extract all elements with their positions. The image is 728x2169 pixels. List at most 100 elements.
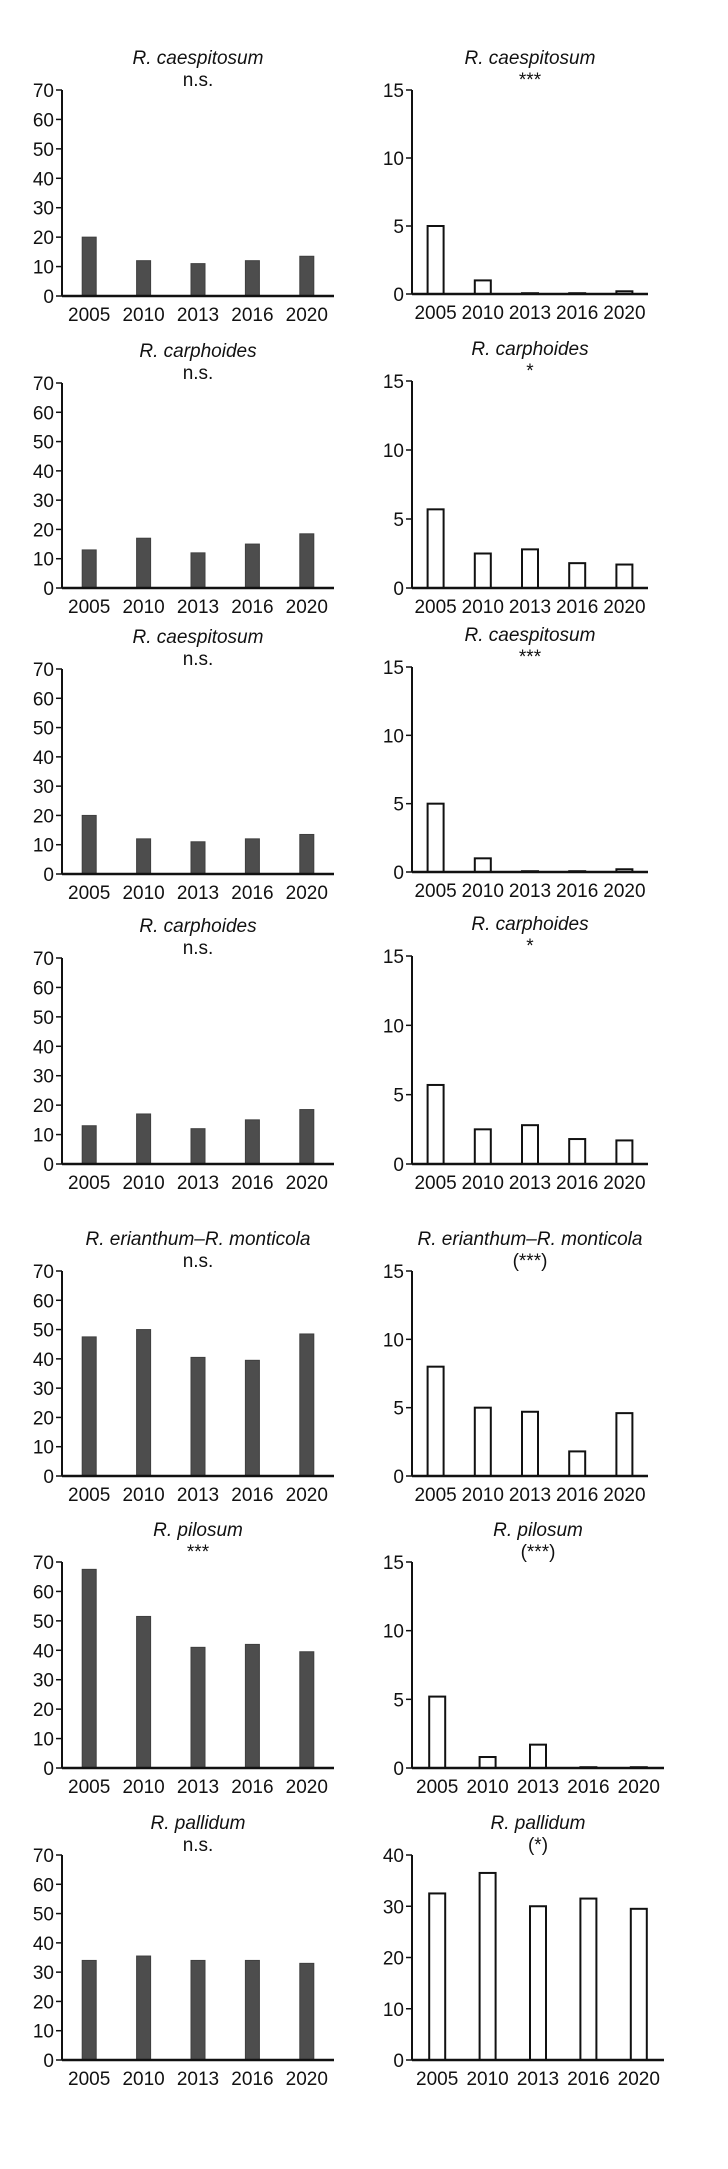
panel-14-x-tick-label: 2005: [416, 2069, 458, 2090]
panel-10-x-tick-label: 2010: [462, 1485, 504, 1506]
panel-8-x-tick-label: 2013: [509, 1173, 551, 1194]
panel-8-bar-2005: [426, 1083, 445, 1165]
panel-5-bar-2005: [81, 814, 97, 875]
panel-7-bar-2016: [244, 1119, 260, 1165]
panel-3-significance: n.s.: [183, 363, 214, 384]
panel-10-y-tick-label: 10: [383, 1330, 404, 1351]
panel-8-y-tick-label: 5: [393, 1086, 404, 1107]
panel-3-y-tick-label: 10: [33, 550, 54, 571]
panel-2-title: R. caespitosum: [465, 48, 596, 69]
panel-5-y-tick-label: 20: [33, 806, 54, 827]
panel-7-bar-2020: [299, 1109, 315, 1165]
panel-5-x-tick-label: 2010: [122, 883, 164, 904]
panel-1-bar-2013: [190, 263, 206, 297]
panel-9-y-tick-label: 0: [43, 1467, 54, 1488]
panel-11-x-tick-label: 2013: [177, 1777, 219, 1798]
panel-13-y-tick-label: 40: [33, 1934, 54, 1955]
panel-7-x-tick-label: 2013: [177, 1173, 219, 1194]
panel-11-bar-2005: [81, 1568, 97, 1769]
panel-1-bar-2010: [136, 260, 152, 297]
panel-4-y-tick-label: 15: [383, 372, 404, 393]
panel-4-x-tick-label: 2013: [509, 597, 551, 618]
panel-12-bar-2010: [478, 1756, 497, 1769]
panel-6-x-tick-label: 2013: [509, 881, 551, 902]
panel-7-y-tick-label: 70: [33, 949, 54, 970]
panel-7-bar-2005: [81, 1125, 97, 1165]
panel-1-bar-2016: [244, 260, 260, 297]
panel-11-y-tick-label: 0: [43, 1759, 54, 1780]
panel-3-title: R. carphoides: [139, 341, 257, 362]
panel-14-y-tick-label: 10: [383, 2000, 404, 2021]
panel-14-bar-2013: [529, 1905, 547, 2061]
panel-8-x-tick-label: 2020: [603, 1173, 645, 1194]
panel-14-significance: (*): [528, 1835, 548, 1856]
panel-4-x-tick-label: 2010: [462, 597, 504, 618]
panel-4-bar-2005: [426, 508, 445, 589]
panel-5-x-tick-label: 2013: [177, 883, 219, 904]
panel-7-bar-2013: [190, 1128, 206, 1165]
panel-11-bar-2010: [136, 1615, 152, 1769]
panel-9-x-tick-label: 2010: [122, 1485, 164, 1506]
panel-3-x-tick-label: 2010: [122, 597, 164, 618]
panel-9-bar-2010: [136, 1329, 152, 1477]
panel-13-x-tick-label: 2005: [68, 2069, 110, 2090]
panel-4-title: R. carphoides: [471, 339, 589, 360]
panel-2-x-tick-label: 2013: [509, 303, 551, 324]
panel-14-bar-2005: [428, 1892, 447, 2061]
panel-11-y-tick-label: 60: [33, 1582, 54, 1603]
panel-3-x-tick-label: 2005: [68, 597, 110, 618]
panel-8-title: R. carphoides: [471, 914, 589, 935]
panel-1-title: R. caespitosum: [133, 48, 264, 69]
panel-1-significance: n.s.: [183, 70, 214, 91]
panel-7-x-tick-label: 2016: [231, 1173, 273, 1194]
panel-10-x-tick-label: 2020: [603, 1485, 645, 1506]
panel-8-significance: *: [526, 936, 534, 957]
panel-10-title: R. erianthum–R. monticola: [418, 1229, 643, 1250]
panel-5-bar-2010: [136, 838, 152, 875]
panel-5-bar-2016: [244, 838, 260, 875]
panel-3-y-tick-label: 30: [33, 491, 54, 512]
panel-9-bar-2005: [81, 1336, 97, 1477]
panel-1-y-tick-label: 50: [33, 140, 54, 161]
panel-5-x-tick-label: 2016: [231, 883, 273, 904]
panel-10-y-tick-label: 15: [383, 1262, 404, 1283]
panel-4-bar-2020: [615, 563, 634, 589]
panel-7-y-tick-label: 0: [43, 1155, 54, 1176]
panel-12-x-tick-label: 2010: [466, 1777, 508, 1798]
panel-9-y-tick-label: 70: [33, 1262, 54, 1283]
panel-14-y-tick-label: 40: [383, 1846, 404, 1867]
panel-4-bar-2016: [568, 562, 587, 589]
panel-5-title: R. caespitosum: [133, 627, 264, 648]
panel-14-y-tick-label: 30: [383, 1897, 404, 1918]
panel-6-y-tick-label: 0: [393, 863, 404, 884]
panel-1-y-tick-label: 0: [43, 287, 54, 308]
panel-5-y-tick-label: 50: [33, 719, 54, 740]
panel-3-bar-2020: [299, 533, 315, 589]
panel-10-x-tick-label: 2016: [556, 1485, 598, 1506]
panel-1-x-tick-label: 2013: [177, 305, 219, 326]
panel-9-x-tick-label: 2016: [231, 1485, 273, 1506]
panel-4-bar-2010: [473, 552, 492, 589]
panel-9-bar-2016: [244, 1359, 260, 1477]
panel-2-significance: ***: [519, 70, 542, 91]
panel-3-y-tick-label: 60: [33, 403, 54, 424]
panel-12-x-tick-label: 2020: [618, 1777, 660, 1798]
panel-10-x-tick-label: 2013: [509, 1485, 551, 1506]
panel-14-x-tick-label: 2010: [466, 2069, 508, 2090]
panel-2-x-tick-label: 2016: [556, 303, 598, 324]
panel-12-bar-2013: [529, 1743, 547, 1769]
panel-5-y-tick-label: 40: [33, 748, 54, 769]
panel-14-y-tick-label: 20: [383, 1949, 404, 1970]
panel-10-bar-2016: [568, 1450, 587, 1478]
panel-4-y-tick-label: 5: [393, 510, 404, 531]
panel-11-y-tick-label: 50: [33, 1612, 54, 1633]
panel-14-title: R. pallidum: [490, 1813, 585, 1834]
panel-6-bar-2005: [426, 802, 445, 874]
panel-8-bar-2013: [521, 1124, 539, 1166]
panel-6-title: R. caespitosum: [465, 625, 596, 646]
panel-11-x-tick-label: 2010: [122, 1777, 164, 1798]
panel-13-y-tick-label: 50: [33, 1905, 54, 1926]
panel-6-y-tick-label: 15: [383, 658, 404, 679]
panel-1-y-tick-label: 10: [33, 258, 54, 279]
